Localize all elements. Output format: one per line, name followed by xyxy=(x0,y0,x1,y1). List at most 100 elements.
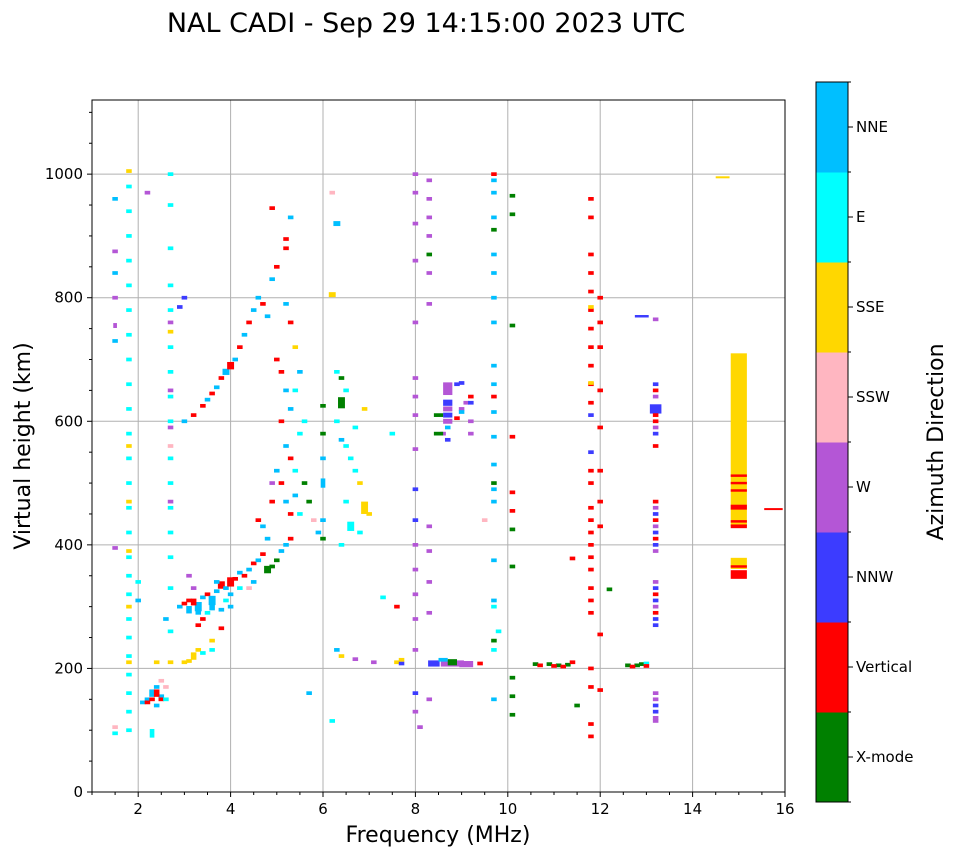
data-point-nnw xyxy=(652,623,659,628)
data-point-nnw xyxy=(454,382,460,387)
data-point-nne xyxy=(135,598,141,603)
data-point-e xyxy=(126,209,132,214)
data-point-nnw xyxy=(649,404,662,414)
data-point-e xyxy=(135,580,141,584)
data-point-nnw xyxy=(652,703,659,708)
data-point-nnw xyxy=(588,413,594,417)
data-point-nne xyxy=(491,462,497,467)
data-point-e xyxy=(167,246,174,251)
data-point-nne xyxy=(208,595,216,606)
data-point-nne xyxy=(250,308,257,312)
data-point-vertical xyxy=(181,601,188,606)
data-point-nne xyxy=(438,657,448,662)
data-point-nne xyxy=(338,437,345,442)
data-point-e xyxy=(167,629,174,634)
data-point-x-mode xyxy=(301,481,308,485)
data-point-e xyxy=(126,308,132,312)
data-point-nne xyxy=(334,648,340,652)
data-point-e xyxy=(126,332,132,337)
data-point-e xyxy=(334,370,340,374)
data-point-nne xyxy=(278,549,285,553)
data-point-vertical xyxy=(652,536,659,541)
data-point-vertical xyxy=(597,320,603,325)
data-point-x-mode xyxy=(574,703,580,708)
data-point-vertical xyxy=(597,345,603,349)
data-point-x-mode xyxy=(264,565,272,574)
data-point-nne xyxy=(315,530,322,535)
data-point-vertical xyxy=(730,570,747,579)
data-point-e xyxy=(209,648,215,652)
colorbar-label-w: W xyxy=(856,478,871,496)
data-point-nnw xyxy=(398,661,405,666)
data-point-vertical xyxy=(274,357,280,362)
data-point-nnw xyxy=(443,399,453,406)
data-point-sse xyxy=(338,654,345,658)
colorbar-label-sse: SSE xyxy=(856,298,885,316)
data-point-nnw xyxy=(181,295,188,300)
data-point-sse xyxy=(195,648,202,652)
data-point-vertical xyxy=(730,489,747,492)
data-point-x-mode xyxy=(509,193,516,198)
data-point-e xyxy=(126,234,132,238)
data-point-e xyxy=(126,505,132,510)
colorbar-segment-sse xyxy=(816,262,848,353)
x-tick-label: 12 xyxy=(591,800,610,818)
data-point-nne xyxy=(320,478,326,488)
data-point-vertical xyxy=(588,271,594,275)
data-point-w xyxy=(463,400,469,405)
colorbar-label-ssw: SSW xyxy=(856,388,890,406)
data-point-e xyxy=(643,661,650,666)
data-point-nne xyxy=(112,271,118,275)
data-point-nne xyxy=(227,592,234,597)
data-point-x-mode xyxy=(509,527,516,532)
data-point-x-mode xyxy=(491,227,497,232)
data-point-w xyxy=(412,543,419,547)
data-point-nne xyxy=(491,558,497,563)
data-point-w xyxy=(112,295,118,300)
data-point-x-mode xyxy=(491,638,497,643)
colorbar-segment-w xyxy=(816,442,848,533)
data-point-vertical xyxy=(287,512,294,516)
data-point-e xyxy=(126,691,132,695)
data-point-vertical xyxy=(588,598,594,603)
data-point-w xyxy=(652,691,659,695)
data-point-vertical xyxy=(278,370,285,374)
data-point-vertical xyxy=(260,552,266,556)
data-point-w xyxy=(412,320,419,325)
data-point-vertical xyxy=(477,661,483,666)
data-point-nne xyxy=(223,586,229,590)
colorbar-frame xyxy=(815,81,849,803)
data-point-w xyxy=(652,425,659,430)
data-point-x-mode xyxy=(555,663,562,668)
data-point-nne xyxy=(491,499,497,504)
data-point-vertical xyxy=(190,598,197,603)
x-tick-label: 14 xyxy=(683,800,702,818)
data-point-vertical xyxy=(588,722,594,726)
data-point-ssw xyxy=(246,586,252,590)
data-point-vertical xyxy=(250,561,257,566)
x-tick-label: 8 xyxy=(411,800,421,818)
data-point-nne xyxy=(264,314,271,319)
data-point-vertical xyxy=(190,601,197,606)
data-point-e xyxy=(126,357,132,362)
data-point-vertical xyxy=(643,664,650,668)
x-tick-label: 16 xyxy=(775,800,794,818)
data-point-sse xyxy=(126,660,132,665)
data-point-sse xyxy=(186,659,192,663)
data-point-vertical xyxy=(588,530,594,535)
data-point-sse xyxy=(730,557,747,569)
data-point-vertical xyxy=(652,388,659,393)
data-point-vertical xyxy=(537,663,543,668)
data-point-vertical xyxy=(200,403,206,408)
data-point-w xyxy=(412,709,419,714)
data-point-nne xyxy=(491,271,497,275)
data-point-e xyxy=(343,444,349,448)
data-point-vertical xyxy=(195,623,202,628)
data-point-e xyxy=(292,468,299,473)
data-point-e xyxy=(126,456,132,461)
data-point-nnw xyxy=(652,543,659,547)
data-point-nnw xyxy=(588,450,594,455)
data-point-vertical xyxy=(454,416,460,421)
data-point-vertical xyxy=(158,697,165,702)
data-point-e xyxy=(491,648,497,652)
